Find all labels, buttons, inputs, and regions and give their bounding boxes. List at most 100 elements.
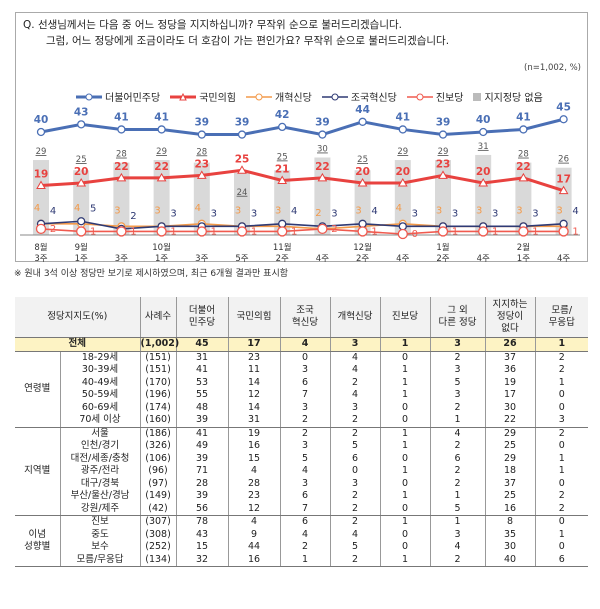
- data-label: 40: [34, 114, 49, 126]
- table-cell: 6: [329, 452, 381, 465]
- table-cell: 11: [227, 364, 281, 377]
- data-label: 3: [251, 208, 257, 219]
- data-point: [397, 228, 408, 240]
- table-cell: 9: [227, 528, 281, 541]
- table-cell: (97): [139, 477, 177, 490]
- table-row: 30-39세 (151) 41 11 3 4 1 3 36 2: [15, 364, 589, 377]
- table-cell: 41: [175, 427, 229, 440]
- legend-label: 개혁신당: [275, 93, 312, 104]
- table-cell: 3: [279, 477, 331, 490]
- table-cell: 0: [534, 515, 589, 529]
- table-cell: 39: [175, 452, 229, 465]
- data-label: 3: [154, 205, 160, 216]
- table-cell: 0: [534, 541, 589, 554]
- data-label: 45: [556, 101, 571, 113]
- column-header: 조국 혁신당: [279, 297, 331, 338]
- data-label: 41: [395, 111, 410, 123]
- data-label: 3: [114, 205, 120, 216]
- table-cell: (326): [139, 440, 177, 453]
- data-label: 21: [275, 163, 290, 175]
- table-cell: 1: [534, 337, 589, 352]
- data-point: [116, 172, 127, 182]
- data-label: 20: [355, 166, 370, 178]
- table-cell: 31: [227, 414, 281, 428]
- data-label: 3: [275, 205, 281, 216]
- data-point: [478, 226, 489, 237]
- data-label: 39: [235, 117, 250, 129]
- data-label: 3: [476, 205, 482, 216]
- table-cell: 1: [379, 515, 431, 529]
- data-point: [398, 222, 407, 231]
- column-header: 국민의힘: [227, 297, 281, 338]
- table-cell: (106): [139, 452, 177, 465]
- table-cell: 0: [534, 477, 589, 490]
- bar-label: 26: [558, 155, 569, 165]
- data-label: 41: [154, 111, 169, 123]
- table-row: 부산/울산/경남 (149) 39 23 6 2 1 1 25 2: [15, 490, 589, 503]
- group-label: 이념 성향별: [15, 515, 61, 567]
- table-cell: 30: [484, 541, 536, 554]
- table-cell: 14: [227, 376, 281, 389]
- data-label: 20: [395, 166, 410, 178]
- data-label: 1: [90, 226, 96, 237]
- table-cell: 4: [329, 364, 381, 377]
- x-tick-label: 4주: [316, 254, 329, 264]
- data-point: [438, 130, 448, 139]
- table-cell: 4: [429, 541, 486, 554]
- table-cell: 3: [429, 337, 486, 352]
- table-cell: (174): [139, 401, 177, 414]
- table-cell: 0: [379, 401, 431, 414]
- row-label: 인천/경기: [80, 440, 120, 451]
- bar-label: 28: [518, 150, 529, 160]
- legend-item: 더불어민주당: [76, 89, 160, 104]
- x-tick-label: 4주: [477, 254, 490, 264]
- data-point: [76, 226, 87, 237]
- legend-label: 더불어민주당: [105, 93, 161, 104]
- legend-marker-icon: [321, 93, 348, 100]
- table-cell: 56: [175, 502, 229, 516]
- table-cell: 44: [227, 541, 281, 554]
- table-cell: 16: [227, 553, 281, 567]
- table-cell: 6: [279, 515, 331, 529]
- table-cell: (252): [139, 541, 177, 554]
- table-cell: 5: [329, 440, 381, 453]
- row-label: 30-39세: [81, 364, 119, 375]
- table-cell: 0: [379, 502, 431, 516]
- x-tick-label: 2주: [356, 254, 369, 264]
- table-cell: (160): [139, 414, 177, 428]
- data-label: 19: [34, 169, 49, 181]
- table-cell: 43: [175, 528, 229, 541]
- bar-no-party: [394, 160, 411, 235]
- data-point: [76, 177, 87, 187]
- data-point: [357, 226, 368, 237]
- table-cell: 17: [227, 337, 281, 352]
- legend-marker-icon: [246, 93, 273, 100]
- row-label: 중도: [91, 528, 109, 540]
- data-point: [357, 177, 368, 187]
- data-point: [278, 122, 287, 132]
- x-tick-label: 3주: [195, 254, 208, 264]
- x-tick-label: 3주: [115, 254, 128, 264]
- legend-label: 진보당: [435, 93, 464, 104]
- table-cell: 1: [379, 490, 431, 503]
- table-cell: 2: [329, 553, 381, 567]
- table-cell: 1: [379, 364, 431, 377]
- table-row: 강원/제주 (42) 56 12 7 2 0 5 16 2: [15, 502, 589, 516]
- table-row: 인천/경기 (326) 49 16 3 5 1 2 25 0: [15, 440, 589, 453]
- data-point: [77, 217, 86, 226]
- table-cell: 3: [279, 440, 331, 453]
- data-label: 22: [315, 161, 330, 173]
- x-tick-label: 3주: [34, 254, 47, 264]
- data-label: 4: [74, 203, 80, 214]
- data-label: 3: [556, 205, 562, 216]
- table-cell: 3: [534, 414, 589, 428]
- data-label: 2: [315, 208, 321, 219]
- crosstab-table: 정당지지도(%) 사례수 더불어 민주당 국민의힘 조국 혁신당 개혁신당 진보당 그 외 다른 정…: [15, 297, 589, 567]
- data-label: 2: [331, 224, 337, 235]
- data-point: [559, 115, 568, 124]
- row-label: 강원/제주: [60, 502, 141, 516]
- row-label: 보수: [91, 541, 109, 552]
- x-tick-label: 1월: [436, 242, 449, 253]
- data-label: 1: [130, 226, 136, 237]
- table-cell: 14: [227, 401, 281, 414]
